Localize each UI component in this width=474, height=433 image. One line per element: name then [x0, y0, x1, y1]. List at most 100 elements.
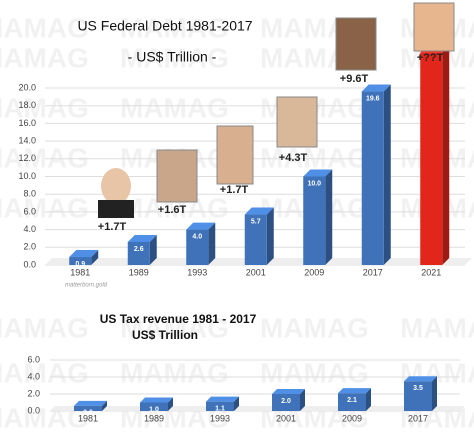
x-tick-label: 1993 [210, 413, 230, 423]
watermark: MAMAG [0, 192, 89, 223]
x-tick-label: 2001 [276, 413, 296, 423]
bar-top [74, 400, 107, 406]
watermark: MAMAG [260, 312, 369, 343]
bar-top [272, 389, 305, 394]
bar-top [404, 376, 437, 382]
y-tick-label: 6.0 [23, 206, 36, 216]
y-tick-label: 0.0 [23, 259, 36, 269]
bar [361, 91, 384, 265]
y-tick-label: 16.0 [18, 118, 36, 128]
watermark: MAMAG [400, 312, 474, 343]
bar-side [325, 169, 333, 265]
y-tick-label: 20.0 [18, 82, 36, 92]
value-label: 2.0 [281, 398, 291, 405]
watermark: MAMAG [0, 312, 89, 343]
y-tick-label: 6.0 [27, 354, 40, 364]
x-tick-label: 2001 [246, 267, 266, 277]
portrait [413, 2, 455, 52]
y-tick-label: 12.0 [18, 153, 36, 163]
bar-side [300, 389, 305, 411]
chart-title: US Tax revenue 1981 - 2017 [100, 312, 257, 326]
value-label: 0.6 [83, 410, 93, 417]
chart-subtitle: - US$ Trillion - [128, 49, 217, 65]
chart-subtitle: US$ Trillion [132, 328, 198, 342]
value-label: 1.1 [215, 405, 225, 412]
bar-side [266, 207, 274, 265]
bar-side [168, 397, 173, 411]
bar [140, 402, 168, 411]
watermark: MAMAG [120, 312, 229, 343]
bar-side [91, 250, 99, 265]
watermark: MAMAG [0, 12, 89, 43]
x-tick-label: 2009 [304, 267, 324, 277]
bar [404, 381, 432, 411]
annotation: +9.6T [340, 73, 369, 85]
y-tick-label: 18.0 [18, 100, 36, 110]
portrait [98, 168, 134, 218]
bar-top [127, 234, 157, 242]
annotation: +4.3T [279, 152, 308, 164]
bar [272, 394, 300, 411]
watermark: MAMAG [120, 42, 229, 73]
bar-side [149, 234, 157, 265]
x-tick-label: 1981 [78, 413, 98, 423]
y-tick-label: 8.0 [23, 189, 36, 199]
bar-top [338, 388, 371, 394]
bar-side [208, 222, 216, 265]
watermark: MAMAG [120, 357, 229, 388]
y-tick-label: 4.0 [27, 371, 40, 381]
value-label: 5.7 [251, 218, 261, 225]
watermark: MAMAG [260, 142, 369, 173]
y-tick-label: 0.0 [27, 405, 40, 415]
portrait [335, 17, 377, 71]
x-tick-label: 1993 [187, 267, 207, 277]
x-tick-label: 2017 [363, 267, 383, 277]
portrait [156, 149, 198, 203]
y-tick-label: 10.0 [18, 171, 36, 181]
value-label: 3.5 [413, 385, 423, 392]
watermark: MAMAG [120, 12, 229, 43]
value-label: 2.1 [347, 397, 357, 404]
bar-top [140, 397, 173, 403]
watermark: MAMAG [0, 142, 89, 173]
portrait [276, 96, 318, 148]
x-tick-label: 1989 [129, 267, 149, 277]
bar [338, 393, 366, 411]
x-tick-label: 2017 [408, 413, 428, 423]
bar [206, 401, 234, 411]
y-tick-label: 4.0 [23, 224, 36, 234]
value-label: 1.0 [149, 406, 159, 413]
bar [186, 229, 209, 265]
source: matterborn.gold [65, 283, 108, 289]
bar [69, 257, 92, 265]
bar-side [102, 400, 107, 411]
value-label: 0.9 [75, 261, 85, 268]
y-tick-label: 2.0 [27, 388, 40, 398]
bar [74, 405, 102, 411]
bar-side [442, 45, 450, 265]
floor [50, 406, 465, 411]
watermark: MAMAG [120, 92, 229, 123]
value-label: 2.6 [134, 246, 144, 253]
value-label: 19.6 [366, 95, 380, 102]
x-tick-label: 1989 [144, 413, 164, 423]
bar-top [69, 250, 99, 258]
annotation: +1.6T [158, 204, 187, 216]
x-tick-label: 1981 [70, 267, 90, 277]
bar-side [366, 388, 371, 411]
x-tick-label: 2021 [421, 267, 441, 277]
bar-top [361, 84, 391, 92]
bar-side [432, 376, 437, 411]
portrait [216, 125, 254, 185]
value-label: 4.0 [192, 233, 202, 240]
annotation: +1.7T [220, 184, 249, 196]
y-tick-label: 2.0 [23, 242, 36, 252]
watermark: MAMAG [0, 42, 89, 73]
bar-side [234, 396, 239, 411]
annotation: +??T [417, 52, 444, 64]
bar [127, 241, 150, 265]
bar [420, 52, 443, 265]
bar-top [244, 207, 274, 215]
bar [244, 214, 267, 265]
